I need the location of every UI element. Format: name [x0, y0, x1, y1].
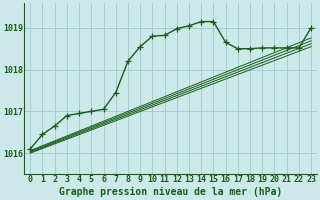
- X-axis label: Graphe pression niveau de la mer (hPa): Graphe pression niveau de la mer (hPa): [59, 187, 282, 197]
